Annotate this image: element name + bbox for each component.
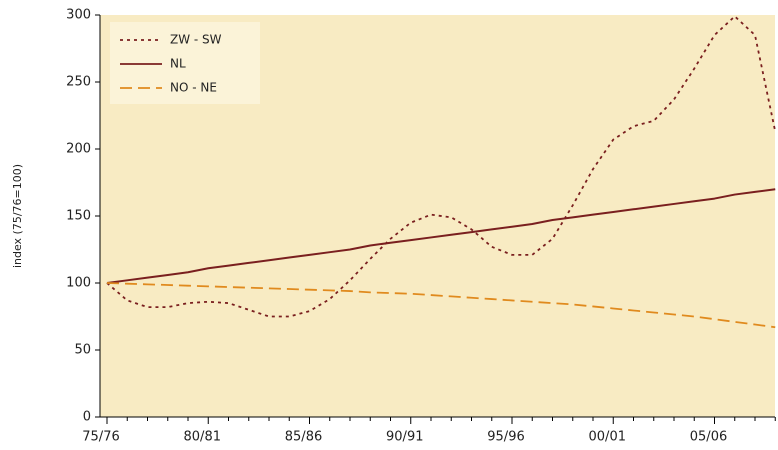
legend-label: NO - NE xyxy=(170,81,217,95)
x-tick-label: 75/76 xyxy=(82,430,119,445)
series-line xyxy=(106,15,777,318)
x-tick-label: 95/96 xyxy=(487,430,524,445)
y-tick-label: 300 xyxy=(66,8,91,23)
y-axis-label: index (75/76=100) xyxy=(11,164,24,268)
y-tick-label: 250 xyxy=(66,75,91,90)
series-line xyxy=(106,282,776,329)
legend-label: NL xyxy=(170,57,186,71)
y-tick-label: 200 xyxy=(66,142,91,157)
series-line xyxy=(106,188,776,284)
y-tick-label: 0 xyxy=(83,410,91,425)
x-tick-label: 80/81 xyxy=(184,430,221,445)
x-tick-label: 90/91 xyxy=(386,430,423,445)
x-tick-label: 00/01 xyxy=(589,430,626,445)
y-tick-label: 100 xyxy=(66,276,91,291)
legend-label: ZW - SW xyxy=(170,33,222,47)
y-tick-label: 150 xyxy=(66,209,91,224)
y-tick-label: 50 xyxy=(74,343,91,358)
legend-box xyxy=(110,22,260,104)
x-tick-label: 85/86 xyxy=(285,430,322,445)
x-tick-label: 05/06 xyxy=(690,430,727,445)
